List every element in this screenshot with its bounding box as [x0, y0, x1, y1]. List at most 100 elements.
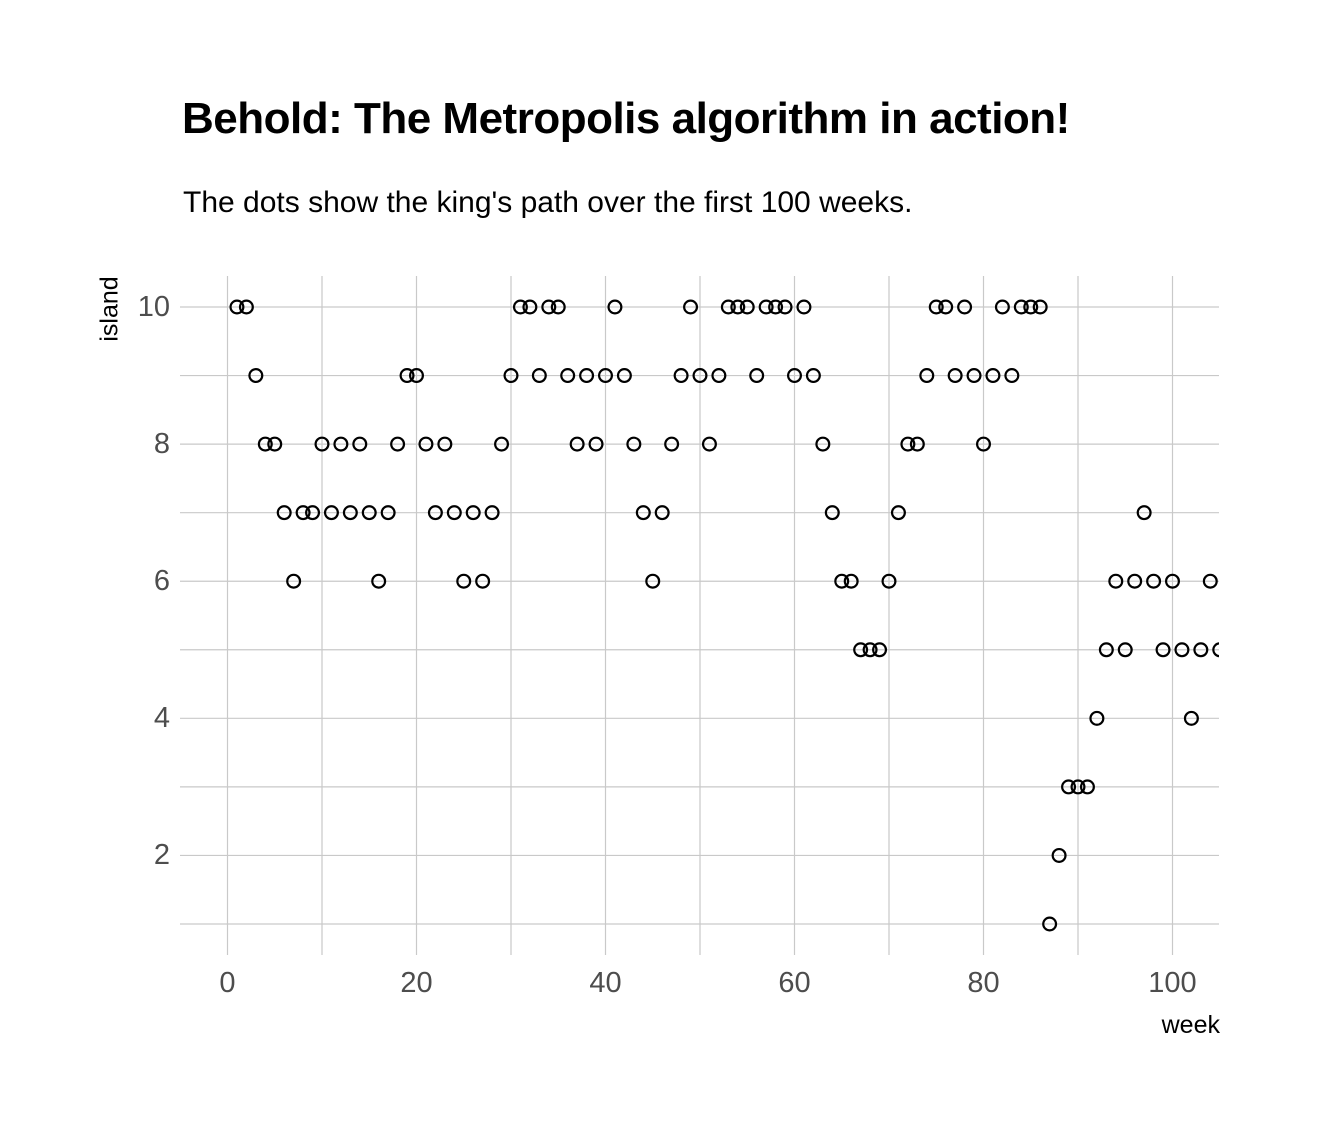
data-point — [541, 299, 557, 315]
x-tick-label-40: 40 — [589, 967, 622, 999]
data-point — [418, 436, 434, 452]
data-point — [569, 436, 585, 452]
data-point — [626, 436, 642, 452]
data-point — [938, 299, 954, 315]
data-point — [465, 505, 481, 521]
plot-panel — [180, 276, 1219, 955]
data-point — [824, 505, 840, 521]
data-point — [645, 573, 661, 589]
data-point — [730, 299, 746, 315]
data-point — [1155, 642, 1171, 658]
data-point — [701, 436, 717, 452]
data-point — [409, 368, 425, 384]
y-tick-label-2: 2 — [153, 839, 170, 872]
data-point — [985, 368, 1001, 384]
data-point — [834, 573, 850, 589]
x-axis-title: week — [1161, 1011, 1220, 1039]
data-point — [446, 505, 462, 521]
y-tick-label-6: 6 — [153, 565, 170, 598]
data-point — [399, 368, 415, 384]
plot-title: Behold: The Metropolis algorithm in acti… — [182, 94, 1070, 143]
data-point — [853, 642, 869, 658]
data-point — [1013, 299, 1029, 315]
data-point — [484, 505, 500, 521]
x-tick-label-0: 0 — [219, 967, 236, 999]
data-point — [456, 573, 472, 589]
y-tick-label-10: 10 — [137, 290, 170, 323]
data-point — [1146, 573, 1162, 589]
data-point — [890, 505, 906, 521]
data-point — [286, 573, 302, 589]
plot-canvas — [180, 276, 1219, 955]
data-point — [295, 505, 311, 521]
data-point — [739, 299, 755, 315]
data-point — [616, 368, 632, 384]
data-point — [947, 368, 963, 384]
data-point — [673, 368, 689, 384]
data-point — [768, 299, 784, 315]
x-tick-label-20: 20 — [400, 967, 433, 999]
data-point — [305, 505, 321, 521]
data-point — [777, 299, 793, 315]
data-point — [862, 642, 878, 658]
data-point — [758, 299, 774, 315]
data-point — [257, 436, 273, 452]
data-point — [843, 573, 859, 589]
data-point — [503, 368, 519, 384]
data-point — [1183, 710, 1199, 726]
data-point — [1079, 779, 1095, 795]
data-point — [238, 299, 254, 315]
data-point — [1164, 573, 1180, 589]
data-point — [588, 436, 604, 452]
data-point — [1202, 573, 1218, 589]
data-point — [805, 368, 821, 384]
data-point — [1174, 642, 1190, 658]
data-point — [323, 505, 339, 521]
data-point — [550, 299, 566, 315]
data-point — [607, 299, 623, 315]
data-point — [390, 436, 406, 452]
data-point — [711, 368, 727, 384]
data-point — [654, 505, 670, 521]
data-point — [692, 368, 708, 384]
data-point — [635, 505, 651, 521]
data-point — [1193, 642, 1209, 658]
data-point — [371, 573, 387, 589]
plot-subtitle: The dots show the king's path over the f… — [183, 186, 913, 219]
data-point — [229, 299, 245, 315]
data-point — [900, 436, 916, 452]
data-point — [1042, 916, 1058, 932]
data-point — [975, 436, 991, 452]
x-tick-label-80: 80 — [967, 967, 1000, 999]
data-point — [1108, 573, 1124, 589]
data-point — [342, 505, 358, 521]
data-point — [720, 299, 736, 315]
data-point — [1117, 642, 1133, 658]
data-point — [749, 368, 765, 384]
data-point — [1070, 779, 1086, 795]
data-point — [1061, 779, 1077, 795]
data-point — [560, 368, 576, 384]
y-tick-label-8: 8 — [153, 428, 170, 461]
data-point — [815, 436, 831, 452]
data-point — [683, 299, 699, 315]
data-point — [928, 299, 944, 315]
data-point — [664, 436, 680, 452]
data-point — [267, 436, 283, 452]
data-point — [314, 436, 330, 452]
data-point — [1032, 299, 1048, 315]
data-point — [909, 436, 925, 452]
data-point — [872, 642, 888, 658]
data-point — [276, 505, 292, 521]
data-point — [881, 573, 897, 589]
data-point — [786, 368, 802, 384]
data-point — [957, 299, 973, 315]
x-tick-label-60: 60 — [778, 967, 811, 999]
data-point — [531, 368, 547, 384]
data-point — [248, 368, 264, 384]
data-point — [427, 505, 443, 521]
data-point — [437, 436, 453, 452]
y-tick-label-4: 4 — [153, 702, 170, 735]
data-point — [522, 299, 538, 315]
